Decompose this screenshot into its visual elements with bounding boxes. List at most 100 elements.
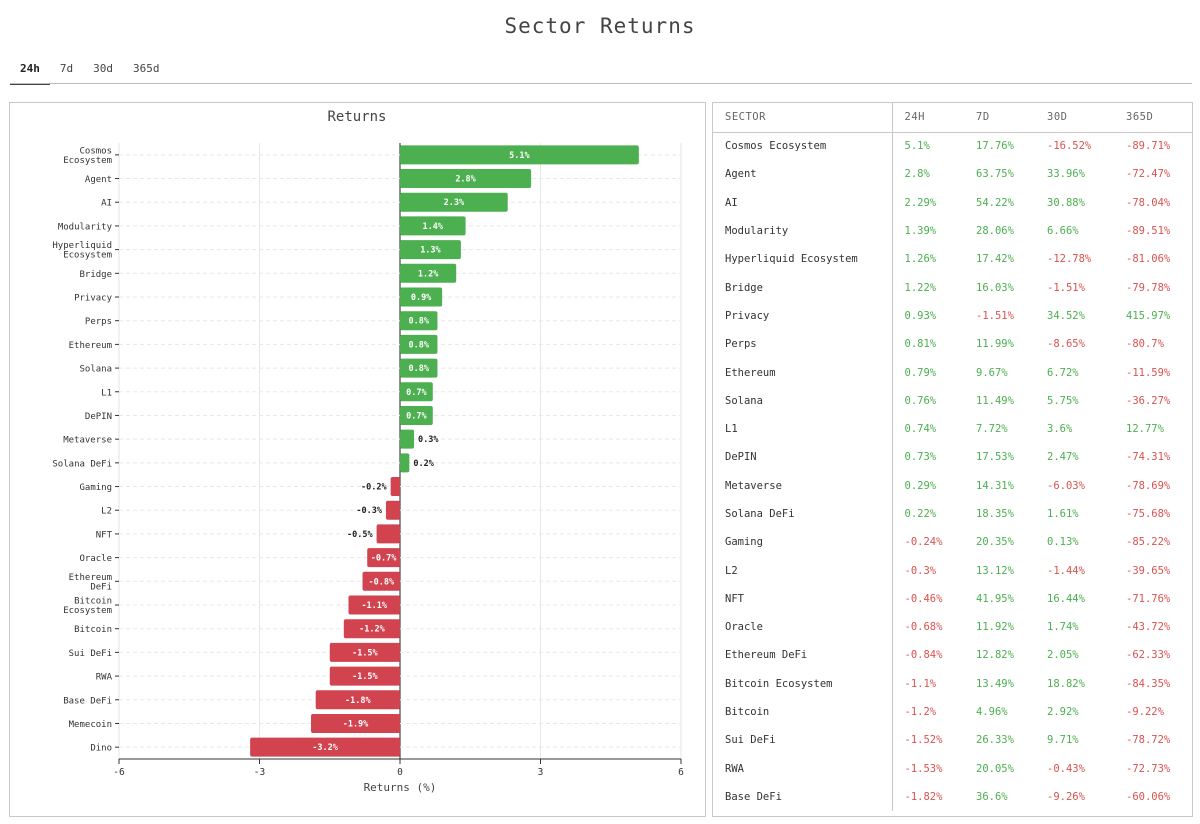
table-row[interactable]: Gaming -0.24% 20.35% 0.13% -85.22%: [713, 528, 1192, 557]
return-cell: 1.39%: [904, 225, 937, 238]
return-cell: -89.71%: [1126, 140, 1171, 153]
table-row[interactable]: Cosmos Ecosystem 5.1% 17.76% -16.52% -89.71%: [713, 132, 1192, 161]
sector-name-cell: Bridge: [713, 273, 893, 302]
bar: [362, 571, 400, 591]
return-cell: 0.93%: [904, 309, 937, 322]
table-row[interactable]: Ethereum DeFi -0.84% 12.82% 2.05% -62.33%: [713, 641, 1192, 670]
return-cell: -0.24%: [904, 536, 943, 549]
bar: [400, 358, 438, 378]
tab-365d[interactable]: 365d: [133, 62, 160, 75]
category-label: Ethereum: [69, 573, 112, 583]
return-cell: -0.3%: [904, 564, 937, 577]
category-label: Bridge: [79, 270, 112, 280]
return-cell: -72.47%: [1126, 168, 1171, 181]
table-row[interactable]: Modularity 1.39% 28.06% 6.66% -89.51%: [713, 216, 1192, 246]
col-header-365d[interactable]: 365D: [1114, 103, 1192, 133]
table-row[interactable]: AI 2.29% 54.22% 30.88% -78.04%: [713, 188, 1192, 217]
return-cell: 0.76%: [904, 394, 937, 407]
table-row[interactable]: Agent 2.8% 63.75% 33.96% -72.47%: [713, 160, 1192, 189]
category-label: Metaverse: [63, 436, 112, 446]
return-cell: -6.03%: [1047, 479, 1085, 492]
bar: [367, 548, 400, 568]
data-label: -0.8%: [368, 577, 394, 587]
table-row[interactable]: Solana DeFi 0.22% 18.35% 1.61% -75.68%: [713, 499, 1192, 529]
table-row[interactable]: Ethereum 0.79% 9.67% 6.72% -11.59%: [713, 358, 1192, 387]
return-cell: 17.42%: [976, 253, 1014, 266]
return-cell: 5.1%: [904, 140, 930, 153]
return-cell: 7.72%: [976, 423, 1008, 436]
return-cell: 41.95%: [976, 592, 1014, 605]
data-label: -1.5%: [352, 672, 378, 682]
table-row[interactable]: Bridge 1.22% 16.03% -1.51% -79.78%: [713, 273, 1192, 302]
return-cell: -1.53%: [904, 762, 943, 775]
sector-name-cell: Base DeFi: [713, 782, 893, 812]
return-cell: 0.74%: [904, 423, 937, 436]
data-label: 2.8%: [455, 175, 476, 185]
table-row[interactable]: Solana 0.76% 11.49% 5.75% -36.27%: [713, 386, 1192, 415]
table-row[interactable]: Oracle -0.68% 11.92% 1.74% -43.72%: [713, 613, 1192, 642]
table-row[interactable]: L2 -0.3% 13.12% -1.44% -39.65%: [713, 556, 1192, 585]
table-row[interactable]: RWA -1.53% 20.05% -0.43% -72.73%: [713, 754, 1192, 783]
data-label: 0.2%: [413, 459, 434, 469]
return-cell: 54.22%: [976, 196, 1014, 209]
return-cell: 30.88%: [1047, 196, 1085, 209]
table-row[interactable]: Bitcoin -1.2% 4.96% 2.92% -9.22%: [713, 697, 1192, 727]
return-cell: 14.31%: [976, 479, 1014, 492]
tab-7d[interactable]: 7d: [59, 62, 74, 75]
return-cell: 6.72%: [1047, 366, 1079, 379]
col-header-24h[interactable]: 24H: [892, 103, 964, 133]
bar: [400, 263, 457, 283]
table-row[interactable]: Base DeFi -1.82% 36.6% -9.26% -60.06%: [713, 782, 1192, 812]
return-cell: -89.51%: [1126, 225, 1171, 238]
table-row[interactable]: Privacy 0.93% -1.51% 34.52% 415.97%: [713, 301, 1192, 331]
tab-24h[interactable]: 24h: [10, 58, 50, 85]
return-cell: 17.53%: [976, 451, 1014, 464]
bar: [311, 713, 400, 733]
data-label: 1.4%: [423, 222, 444, 232]
return-cell: -1.51%: [1047, 281, 1085, 294]
tab-30d[interactable]: 30d: [93, 62, 113, 75]
data-label: -1.9%: [343, 719, 369, 729]
return-cell: 3.6%: [1047, 423, 1073, 436]
return-cell: 36.6%: [976, 790, 1008, 803]
col-header-7d[interactable]: 7D: [964, 103, 1035, 133]
category-label: DeFi: [90, 582, 112, 592]
data-label: 0.8%: [408, 364, 429, 374]
sector-returns-table: SECTOR 24H 7D 30D 365D Cosmos Ecosystem 5…: [713, 103, 1192, 812]
bar: [376, 524, 400, 544]
sector-name-cell: Solana: [713, 386, 893, 415]
table-row[interactable]: Sui DeFi -1.52% 26.33% 9.71% -78.72%: [713, 726, 1192, 755]
return-cell: -1.82%: [904, 790, 943, 803]
col-header-sector[interactable]: SECTOR: [713, 103, 893, 133]
table-row[interactable]: Hyperliquid Ecosystem 1.26% 17.42% -12.78% -…: [713, 245, 1192, 274]
category-label: Sui DeFi: [69, 649, 112, 659]
category-label: Gaming: [79, 483, 112, 493]
page-title: Sector Returns: [504, 14, 696, 38]
return-cell: 2.8%: [904, 168, 930, 181]
return-cell: 11.49%: [976, 394, 1014, 407]
category-label: Modularity: [58, 222, 113, 232]
return-cell: -12.78%: [1047, 253, 1092, 266]
table-row[interactable]: Metaverse 0.29% 14.31% -6.03% -78.69%: [713, 471, 1192, 500]
table-row[interactable]: NFT -0.46% 41.95% 16.44% -71.76%: [713, 584, 1192, 614]
sector-name-cell: Oracle: [713, 613, 893, 642]
return-cell: -11.59%: [1126, 366, 1171, 379]
sector-name-cell: Agent: [713, 160, 893, 189]
col-header-30d[interactable]: 30D: [1035, 103, 1114, 133]
category-label: L1: [101, 388, 112, 398]
return-cell: 0.73%: [904, 451, 937, 464]
table-row[interactable]: Bitcoin Ecosystem -1.1% 13.49% 18.82% -84.35…: [713, 669, 1192, 698]
table-row[interactable]: Perps 0.81% 11.99% -8.65% -80.7%: [713, 330, 1192, 359]
sector-name-cell: AI: [713, 188, 893, 217]
bar: [400, 429, 415, 449]
table-row[interactable]: DePIN 0.73% 17.53% 2.47% -74.31%: [713, 443, 1192, 472]
return-cell: -1.52%: [904, 734, 943, 747]
table-row[interactable]: L1 0.74% 7.72% 3.6% 12.77%: [713, 414, 1192, 444]
returns-chart: Returns Returns (%) -6 -3 0 3 6CosmosEcosyst…: [52, 109, 684, 794]
return-cell: -85.22%: [1126, 536, 1171, 549]
return-cell: 16.03%: [976, 281, 1014, 294]
sector-name-cell: Bitcoin: [713, 697, 893, 727]
return-cell: -0.84%: [904, 649, 943, 662]
data-label: 1.3%: [420, 246, 441, 256]
return-cell: -80.7%: [1126, 338, 1164, 351]
